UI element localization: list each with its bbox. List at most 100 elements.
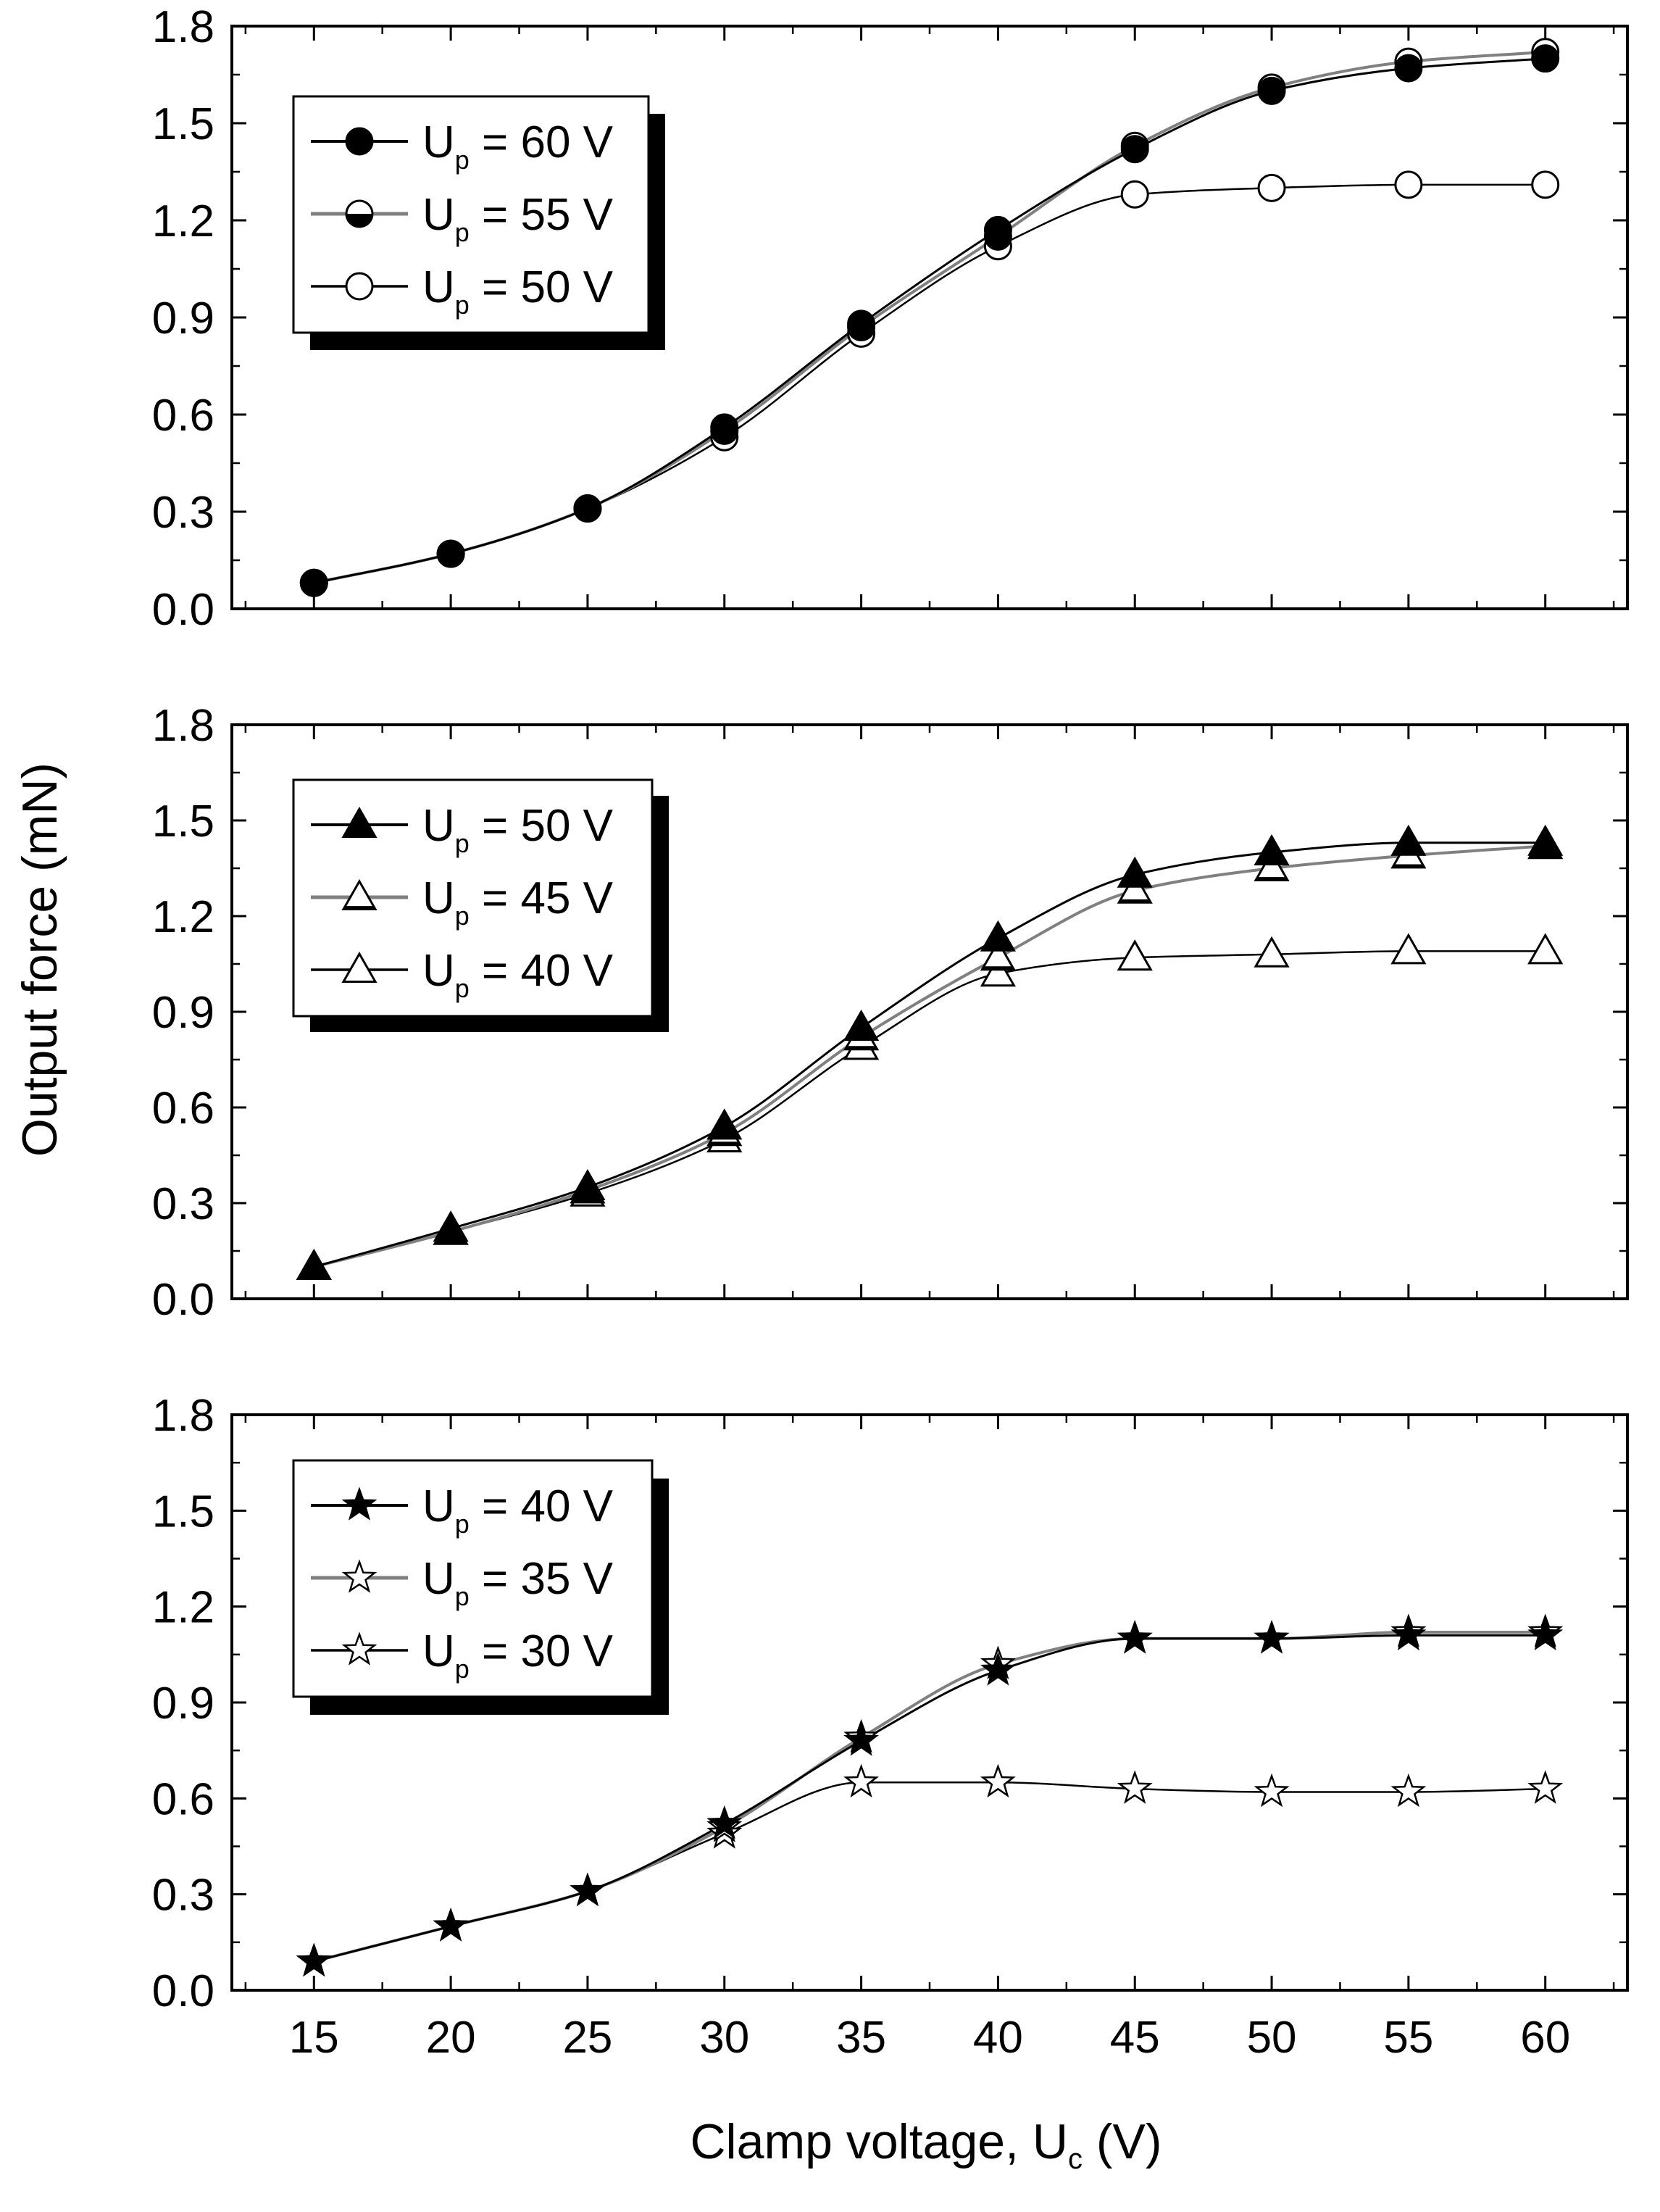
- x-axis-label-unit: (V): [1083, 2114, 1162, 2169]
- legend-item: Up = 40 V: [311, 1481, 614, 1539]
- x-axis-label-main: Clamp voltage, U: [690, 2114, 1068, 2169]
- data-point-filled-shape: [570, 1168, 606, 1200]
- data-point-filled: [980, 920, 1016, 952]
- data-point-open-shape: [1117, 1770, 1153, 1804]
- data-point-filled: [980, 1652, 1016, 1686]
- legend-label-main: U: [422, 262, 455, 312]
- legend-label-value: = 60 V: [470, 117, 614, 167]
- legend-label: Up = 50 V: [422, 801, 614, 858]
- data-point-filled-shape: [433, 1908, 469, 1942]
- legend-marker-half-ring: [345, 199, 374, 228]
- data-point-filled-shape: [1390, 1616, 1427, 1651]
- legend-label-value: = 35 V: [470, 1554, 614, 1604]
- data-point-open: [1390, 933, 1427, 965]
- legend-label-main: U: [422, 190, 455, 240]
- chart-panel-1: 0.00.30.60.91.21.51.8Up = 60 VUp = 55 VU…: [152, 2, 1629, 635]
- chart-panels: 0.00.30.60.91.21.51.8Up = 60 VUp = 55 VU…: [152, 2, 1629, 2063]
- y-axis-label: Output force (mN): [12, 762, 67, 1157]
- legend-label: Up = 30 V: [422, 1626, 614, 1684]
- y-tick-label: 0.3: [152, 488, 214, 538]
- x-tick-label: 15: [289, 2013, 339, 2063]
- data-point-filled-shape: [1394, 54, 1423, 83]
- data-point-open: [980, 955, 1016, 987]
- legend-marker-open: [345, 272, 374, 301]
- data-point-filled-shape: [843, 1009, 880, 1041]
- data-point-open-shape: [1120, 180, 1149, 209]
- data-point-open-shape: [980, 955, 1016, 987]
- data-point-open: [980, 1763, 1016, 1798]
- legend-label-main: U: [422, 1481, 455, 1531]
- data-point-half-outline: [980, 939, 1016, 971]
- data-point-open: [1394, 170, 1423, 199]
- plot-frame: [230, 723, 1629, 1300]
- legend-label-main: U: [422, 946, 455, 996]
- data-point-open-shape: [1390, 933, 1427, 965]
- series-line-filled: [313, 841, 1546, 1268]
- data-point-filled-shape: [1254, 833, 1290, 865]
- data-point-open-shape: [1390, 1773, 1427, 1808]
- legend: Up = 60 V Up = 55 V Up = 50 V: [292, 95, 665, 350]
- legend-marker-filled: [345, 127, 374, 156]
- data-point-filled: [843, 1009, 880, 1041]
- series-markers: [296, 1613, 1564, 1977]
- data-point-half-bg: [1119, 874, 1151, 903]
- legend-label-main: U: [422, 873, 455, 923]
- x-axis-label-subscript: c: [1068, 2143, 1083, 2175]
- y-tick-label: 0.0: [152, 1966, 214, 2016]
- legend-item: Up = 35 V: [311, 1554, 614, 1611]
- data-point-filled: [1254, 1620, 1290, 1654]
- legend-label-subscript: p: [455, 1654, 470, 1684]
- data-point-open: [1117, 939, 1153, 971]
- data-point-filled: [1120, 135, 1149, 164]
- data-point-filled-shape: [706, 1108, 743, 1140]
- legend-item: Up = 50 V: [311, 801, 614, 858]
- y-tick-label: 1.8: [152, 1391, 214, 1441]
- y-tick-label: 1.5: [152, 797, 214, 847]
- legend-marker-open: [341, 951, 378, 983]
- data-point-filled: [436, 539, 465, 568]
- data-point-filled: [983, 215, 1012, 244]
- legend-marker-half: [345, 199, 374, 228]
- legend-marker-filled-shape: [341, 806, 378, 838]
- legend-label-value: = 55 V: [470, 190, 614, 240]
- data-point-filled-shape: [983, 215, 1012, 244]
- legend: Up = 50 VUp = 45 VUp = 40 V: [292, 778, 669, 1032]
- legend-label-value: = 50 V: [470, 801, 614, 851]
- data-point-filled-shape: [1254, 1620, 1290, 1654]
- legend-marker-half-half: [346, 214, 372, 227]
- data-point-open: [1117, 1770, 1153, 1804]
- series-markers: [296, 824, 1564, 1280]
- y-tick-label: 0.3: [152, 1871, 214, 1921]
- data-point-filled-shape: [1531, 44, 1560, 73]
- data-point-filled: [1254, 833, 1290, 865]
- data-point-filled-shape: [1527, 1616, 1564, 1651]
- legend-label-subscript: p: [455, 901, 470, 931]
- data-point-filled-shape: [847, 309, 876, 338]
- legend-label-subscript: p: [455, 973, 470, 1003]
- data-point-filled-shape: [710, 413, 739, 442]
- y-tick-label: 0.9: [152, 988, 214, 1038]
- data-point-filled: [847, 309, 876, 338]
- legend-item: Up = 60 V: [311, 117, 614, 175]
- data-point-filled-shape: [843, 1722, 880, 1756]
- legend-label: Up = 40 V: [422, 946, 614, 1003]
- y-tick-label: 0.0: [152, 1275, 214, 1325]
- data-point-half-bg: [1256, 852, 1288, 881]
- data-point-open-shape: [1254, 1773, 1290, 1808]
- data-point-open-shape: [1531, 170, 1560, 199]
- data-point-filled-shape: [1390, 824, 1427, 856]
- data-point-filled-shape: [436, 539, 465, 568]
- legend-label-subscript: p: [455, 145, 470, 175]
- x-tick-label: 25: [562, 2013, 612, 2063]
- data-point-open: [1527, 1770, 1564, 1804]
- x-tick-label: 40: [973, 2013, 1023, 2063]
- legend-label-subscript: p: [455, 828, 470, 858]
- legend-item: Up = 50 V: [311, 262, 614, 320]
- legend-label: Up = 60 V: [422, 117, 614, 175]
- plot-frame: [230, 25, 1629, 610]
- legend-item: Up = 55 V: [311, 190, 614, 247]
- data-point-filled-shape: [433, 1210, 469, 1242]
- series-markers: [299, 38, 1560, 597]
- data-point-open: [1257, 173, 1286, 202]
- data-point-open-shape: [1527, 933, 1564, 965]
